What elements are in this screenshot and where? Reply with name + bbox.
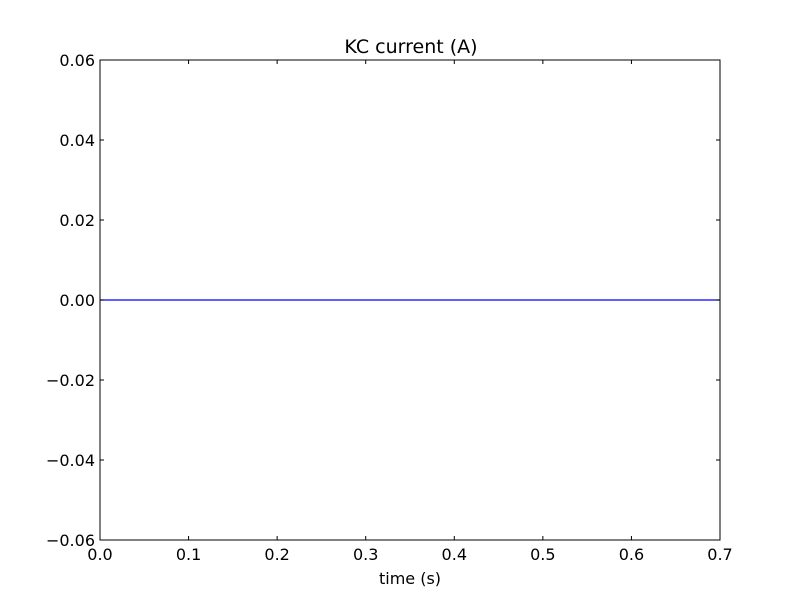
x-tick-label: 0.3 — [353, 545, 378, 564]
y-tick-label: −0.02 — [46, 371, 95, 390]
y-tick-label: 0.04 — [59, 131, 95, 150]
x-tick-label: 0.7 — [707, 545, 732, 564]
chart-title: KC current (A) — [344, 36, 477, 58]
x-tick-label: 0.4 — [442, 545, 467, 564]
x-tick-label: 0.5 — [530, 545, 555, 564]
x-tick-label: 0.2 — [264, 545, 289, 564]
x-axis-label: time (s) — [379, 569, 441, 588]
y-tick-label: −0.06 — [46, 531, 95, 550]
y-tick-label: −0.04 — [46, 451, 95, 470]
x-tick-label: 0.0 — [87, 545, 112, 564]
y-tick-label: 0.00 — [59, 291, 95, 310]
y-tick-label: 0.02 — [59, 211, 95, 230]
x-tick-label: 0.1 — [176, 545, 201, 564]
y-tick-label: 0.06 — [59, 51, 95, 70]
x-tick-label: 0.6 — [619, 545, 644, 564]
ticks-layer: 0.0 0.1 0.2 0.3 0.4 0.5 0.6 0.7 0.06 0.04 0.02 0.00… — [46, 51, 733, 564]
